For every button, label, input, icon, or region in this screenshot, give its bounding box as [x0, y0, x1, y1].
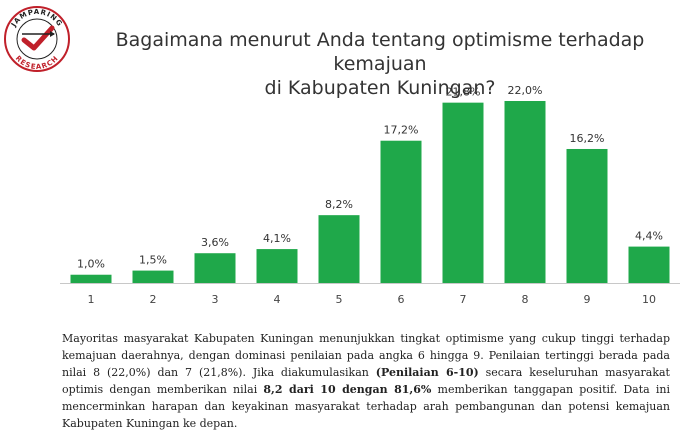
data-label-4: 4,1%	[263, 232, 291, 245]
x-tick-label-9: 9	[584, 293, 591, 306]
bar-4	[256, 249, 298, 283]
bar-3	[194, 253, 236, 283]
desc-bold-1: (Penilaian 6-10)	[375, 366, 479, 379]
bar-10	[628, 246, 670, 283]
bar-2	[132, 270, 174, 283]
data-label-5: 8,2%	[325, 198, 353, 211]
desc-part-3: memberikan tanggapan positif. Data ini m…	[62, 383, 670, 430]
bar-5	[318, 215, 360, 283]
x-tick-label-7: 7	[460, 293, 467, 306]
chart-title-line2: di Kabupaten Kuningan?	[264, 77, 496, 99]
jamparing-research-logo: JAMPARING RESEARCH	[4, 6, 70, 72]
data-label-6: 17,2%	[384, 124, 419, 137]
bar-chart: 1,0% 1 1,5% 2 3,6% 3 4,1% 4 8,2% 5 17,2% 6 21,8% 7 22,…	[60, 84, 680, 306]
x-tick-label-5: 5	[336, 293, 343, 306]
data-label-9: 16,2%	[570, 132, 605, 145]
bar-1	[70, 274, 112, 283]
data-label-1: 1,0%	[77, 258, 105, 271]
desc-bold-2: 8,2 dari 10 dengan 81,6%	[263, 383, 432, 396]
desc-part-2: secara keseluruhan masyarakat optimis de…	[62, 366, 670, 396]
chart-title-line1: Bagaimana menurut Anda tentang optimisme…	[115, 29, 645, 75]
data-label-3: 3,6%	[201, 236, 229, 249]
desc-part-1: Mayoritas masyarakat Kabupaten Kuningan …	[62, 332, 670, 379]
bar-7	[442, 102, 484, 284]
data-label-10: 4,4%	[635, 230, 663, 243]
x-tick-label-2: 2	[150, 293, 157, 306]
x-tick-label-10: 10	[642, 293, 656, 306]
data-label-8: 22,0%	[508, 84, 543, 97]
bar-9	[566, 148, 608, 283]
data-label-7: 21,8%	[446, 86, 481, 99]
chart-description: Mayoritas masyarakat Kabupaten Kuningan …	[62, 330, 670, 432]
bar-8	[504, 101, 546, 283]
x-tick-label-8: 8	[522, 293, 529, 306]
data-label-2: 1,5%	[139, 254, 167, 267]
chart-title: Bagaimana menurut Anda tentang optimisme…	[80, 28, 680, 100]
x-tick-label-4: 4	[274, 293, 281, 306]
x-tick-label-3: 3	[212, 293, 219, 306]
x-tick-label-6: 6	[398, 293, 405, 306]
bar-6	[380, 140, 422, 283]
x-tick-label-1: 1	[88, 293, 95, 306]
